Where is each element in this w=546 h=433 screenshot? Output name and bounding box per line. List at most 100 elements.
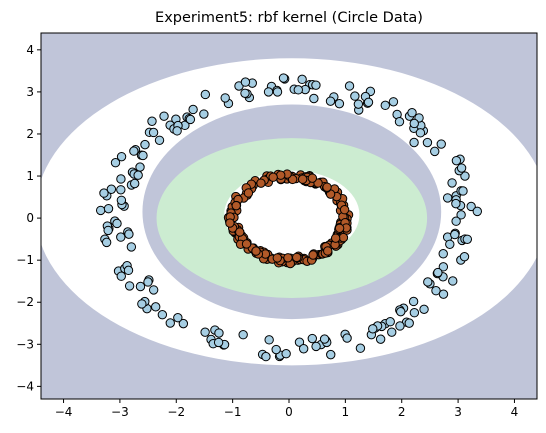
scatter-point bbox=[395, 321, 405, 331]
scatter-point bbox=[135, 162, 145, 172]
scatter-point bbox=[147, 116, 157, 126]
scatter-point bbox=[213, 337, 224, 348]
y-axis: −4 −3 −2 −1 0 1 2 3 4 bbox=[16, 43, 41, 393]
scatter-point bbox=[450, 229, 460, 240]
scatter-point bbox=[394, 116, 405, 127]
scatter-point bbox=[380, 100, 390, 111]
scatter-point bbox=[256, 178, 266, 188]
scatter-point bbox=[135, 281, 146, 292]
scatter-point bbox=[272, 87, 283, 97]
scatter-point bbox=[225, 218, 235, 228]
scatter-point bbox=[287, 174, 298, 185]
decision-regions bbox=[41, 33, 537, 399]
scatter-point bbox=[458, 186, 468, 196]
scatter-point bbox=[116, 151, 127, 162]
scatter-point bbox=[154, 135, 165, 145]
scatter-point bbox=[311, 80, 321, 90]
scatter-point bbox=[112, 218, 122, 229]
scatter-point bbox=[438, 262, 449, 272]
scatter-point bbox=[138, 150, 148, 161]
scatter-point bbox=[124, 281, 135, 291]
y-tick-label: −3 bbox=[16, 337, 34, 351]
x-tick-label: −2 bbox=[167, 405, 185, 419]
scatter-point bbox=[231, 200, 241, 211]
scatter-point bbox=[448, 276, 458, 286]
scatter-point bbox=[311, 341, 321, 352]
scatter-point bbox=[408, 296, 419, 307]
scatter-point bbox=[419, 304, 429, 315]
scatter-point bbox=[116, 271, 126, 281]
x-axis: −4 −3 −2 −1 0 1 2 3 4 bbox=[55, 399, 519, 419]
scatter-point bbox=[409, 137, 419, 148]
y-tick-label: 0 bbox=[26, 211, 34, 225]
scatter-point bbox=[334, 223, 345, 233]
scatter-point bbox=[276, 170, 286, 180]
scatter-point bbox=[442, 193, 453, 203]
x-tick-label: 0 bbox=[285, 405, 293, 419]
scatter-point bbox=[330, 233, 341, 243]
scatter-point bbox=[409, 118, 419, 129]
scatter-point bbox=[325, 96, 336, 106]
scatter-point bbox=[151, 302, 161, 312]
scatter-point bbox=[307, 173, 318, 183]
scatter-point bbox=[220, 93, 230, 103]
scatter-point bbox=[375, 334, 386, 344]
scatter-point bbox=[368, 324, 378, 334]
scatter-point bbox=[238, 330, 248, 340]
scatter-point bbox=[438, 249, 448, 259]
x-tick-label: 4 bbox=[511, 405, 519, 419]
scatter-point bbox=[173, 312, 183, 323]
data-points bbox=[95, 73, 482, 362]
scatter-point bbox=[185, 114, 196, 125]
scatter-point bbox=[451, 198, 461, 209]
y-tick-label: −2 bbox=[16, 295, 34, 309]
scatter-point bbox=[431, 286, 441, 296]
scatter-point bbox=[159, 111, 169, 121]
x-tick-label: −3 bbox=[111, 405, 129, 419]
y-tick-label: 2 bbox=[26, 127, 34, 141]
scatter-point bbox=[404, 318, 414, 328]
scatter-point bbox=[385, 317, 395, 327]
scatter-point bbox=[387, 327, 397, 337]
scatter-point bbox=[339, 205, 350, 215]
scatter-point bbox=[214, 328, 224, 338]
scatter-point bbox=[268, 172, 278, 182]
scatter-point bbox=[344, 81, 355, 91]
scatter-point bbox=[396, 306, 406, 317]
scatter-point bbox=[460, 171, 470, 181]
scatter-point bbox=[188, 104, 198, 115]
scatter-point bbox=[292, 252, 302, 263]
scatter-point bbox=[116, 174, 126, 184]
scatter-point bbox=[200, 89, 211, 100]
scatter-point bbox=[307, 333, 318, 344]
scatter-point bbox=[363, 97, 374, 108]
scatter-point bbox=[323, 246, 333, 256]
scatter-point bbox=[148, 285, 159, 295]
scatter-point bbox=[322, 182, 332, 192]
scatter-point bbox=[278, 73, 289, 83]
scatter-point bbox=[451, 216, 461, 226]
scatter-point bbox=[116, 232, 126, 242]
y-tick-label: 4 bbox=[26, 43, 34, 57]
scatter-point bbox=[409, 307, 420, 318]
scatter-point bbox=[297, 74, 307, 85]
scatter-point bbox=[129, 146, 139, 156]
scatter-point bbox=[447, 178, 457, 188]
scatter-point bbox=[116, 195, 127, 205]
scatter-point bbox=[143, 277, 153, 287]
y-tick-label: 1 bbox=[26, 169, 34, 183]
scatter-point bbox=[126, 242, 137, 252]
scatter-point bbox=[103, 225, 113, 236]
scatter-point bbox=[309, 93, 319, 104]
scatter-point bbox=[445, 239, 455, 249]
scatter-point bbox=[129, 178, 140, 189]
scatter-point bbox=[422, 137, 433, 148]
scatter-point bbox=[172, 126, 182, 136]
scatter-point bbox=[281, 349, 291, 359]
scatter-point bbox=[308, 250, 318, 260]
scatter-point bbox=[137, 299, 147, 309]
scatter-point bbox=[456, 210, 466, 220]
scatter-point bbox=[353, 99, 364, 109]
scatter-point bbox=[294, 337, 305, 347]
scatter-point bbox=[178, 318, 189, 329]
